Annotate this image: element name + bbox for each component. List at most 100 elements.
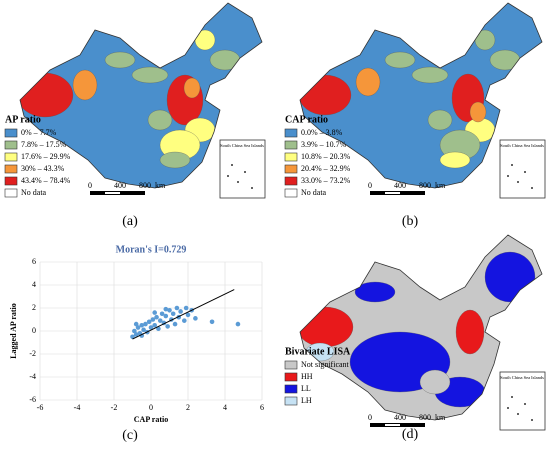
- x-tick-label: -4: [74, 403, 81, 412]
- legend-label: LL: [301, 384, 311, 393]
- country-outline: [299, 234, 543, 421]
- region: [300, 74, 352, 116]
- region: [72, 69, 98, 101]
- point: [143, 321, 148, 327]
- chart-title: Moran's I=0.729: [116, 244, 187, 255]
- y-tick-label: 4: [32, 280, 36, 289]
- country-outline: [19, 2, 263, 189]
- region: [474, 29, 496, 51]
- legend-label: No data: [21, 188, 47, 197]
- scale-label: km: [435, 413, 446, 422]
- scale-label: 400: [394, 413, 406, 422]
- country-outline: [299, 2, 543, 189]
- point: [167, 308, 172, 313]
- region: [427, 109, 453, 131]
- legend-title: Bivariate LISA: [285, 346, 351, 357]
- point: [182, 318, 187, 323]
- region: [484, 251, 536, 303]
- legend-label: 10.8% – 20.3%: [301, 152, 351, 161]
- point: [159, 311, 165, 317]
- legend-swatch: [4, 164, 18, 174]
- scale-label: 800: [139, 181, 151, 190]
- point: [235, 321, 241, 327]
- chart: -6 -4 -2 0 2 4 6 -6 -4 -2 0 2 4 6 Moran's I=0.729 CAP r…: [9, 244, 264, 443]
- scale-label: km: [155, 181, 166, 190]
- island: [517, 181, 519, 183]
- region: [355, 67, 381, 97]
- legend-label: 33.0% – 73.2%: [301, 176, 351, 185]
- y-axis-label: Lagged AP ratio: [9, 303, 18, 359]
- scale-label: km: [435, 181, 446, 190]
- scale-label: 0: [368, 181, 372, 190]
- point: [150, 317, 156, 322]
- island: [231, 164, 233, 166]
- region: [419, 369, 451, 395]
- point: [178, 309, 183, 314]
- region: [384, 51, 416, 69]
- point: [133, 332, 139, 337]
- inset-box: [499, 139, 546, 199]
- island: [511, 164, 513, 166]
- point: [174, 305, 180, 311]
- point: [135, 325, 141, 330]
- point: [163, 313, 169, 319]
- region: [411, 66, 449, 84]
- legend-label: LH: [301, 396, 312, 405]
- region: [439, 151, 471, 169]
- point: [133, 321, 139, 327]
- legend-label: HH: [301, 372, 313, 381]
- map-panel: AP ratio 0% – 7.7% 7.8% – 17.5% 17.6% – 29.…: [4, 2, 266, 229]
- point: [185, 312, 191, 318]
- point: [172, 321, 178, 327]
- scale-bar-half: [385, 192, 400, 194]
- region: [104, 51, 136, 69]
- legend-swatch: [284, 360, 298, 370]
- legend-swatch: [284, 188, 298, 198]
- point: [157, 318, 163, 323]
- point: [170, 311, 176, 317]
- region: [194, 29, 216, 51]
- point: [148, 325, 154, 330]
- legend-swatch: [284, 372, 298, 382]
- map-panel: CAP ratio 0.0% – 3.8% 3.9% – 10.7% 10.8% – …: [284, 2, 546, 229]
- region: [469, 101, 487, 123]
- legend-label: No data: [301, 188, 327, 197]
- x-tick-label: -6: [37, 403, 44, 412]
- legend-swatch: [4, 188, 18, 198]
- scale-label: 800: [419, 413, 431, 422]
- point: [146, 319, 152, 325]
- region: [131, 66, 169, 84]
- legend-title: CAP ratio: [285, 114, 328, 125]
- y-tick-label: -4: [29, 372, 36, 381]
- inset-label: South China Sea Islands: [500, 375, 544, 380]
- legend-swatch: [284, 396, 298, 406]
- island: [524, 171, 526, 173]
- legend-swatch: [284, 128, 298, 138]
- island: [531, 187, 533, 189]
- region: [209, 49, 241, 71]
- island: [244, 171, 246, 173]
- region: [455, 309, 485, 355]
- point: [130, 334, 135, 340]
- inset-label: South China Sea Islands: [220, 143, 264, 148]
- region: [183, 77, 201, 99]
- region: [354, 281, 396, 303]
- point: [152, 310, 157, 315]
- x-tick-label: 0: [149, 403, 153, 412]
- inset-label: South China Sea Islands: [500, 143, 544, 148]
- legend-label: 0.0% – 3.8%: [301, 128, 343, 137]
- x-tick-label: -2: [111, 403, 118, 412]
- trendline: [132, 289, 235, 340]
- point: [163, 306, 169, 312]
- x-axis-label: CAP ratio: [134, 415, 168, 424]
- legend-title: AP ratio: [5, 114, 41, 125]
- island: [517, 413, 519, 415]
- legend-label: 7.8% – 17.5%: [21, 140, 67, 149]
- legend-swatch: [284, 384, 298, 394]
- island: [227, 175, 229, 177]
- map-panel: Bivariate LISA Not significant HH LL LH 0 400 8…: [284, 234, 546, 442]
- island: [531, 419, 533, 421]
- region: [159, 151, 191, 169]
- legend-swatch: [4, 128, 18, 138]
